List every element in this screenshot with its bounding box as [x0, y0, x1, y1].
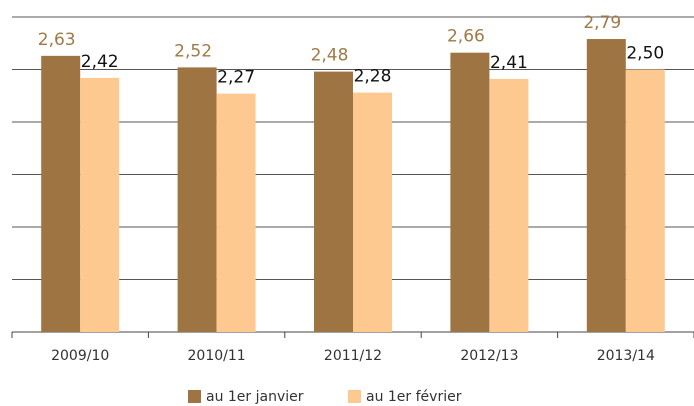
data-label: 2,66: [447, 27, 485, 47]
legend-swatch: [348, 390, 361, 403]
data-label: 2,50: [626, 44, 664, 64]
bar: [489, 78, 529, 332]
data-label: 2,27: [217, 68, 255, 88]
legend-label: au 1er janvier: [206, 389, 304, 405]
x-tick-label: 2012/13: [460, 348, 518, 364]
data-label: 2,79: [583, 13, 621, 33]
x-tick-label: 2013/14: [597, 348, 655, 364]
bar: [314, 71, 353, 332]
data-label: 2,63: [38, 30, 76, 50]
x-tick-label: 2011/12: [324, 348, 382, 364]
bar: [41, 55, 81, 332]
data-label: 2,52: [174, 41, 212, 61]
bar: [353, 92, 392, 332]
bar: [625, 69, 665, 332]
data-label: 2,28: [354, 67, 392, 87]
bar: [80, 77, 120, 333]
legend-swatch: [188, 390, 201, 403]
bar: [586, 39, 626, 333]
x-tick-label: 2009/10: [51, 348, 109, 364]
bar: [450, 52, 490, 332]
legend-label: au 1er février: [366, 389, 462, 405]
x-tick-label: 2010/11: [188, 348, 246, 364]
data-label: 2,42: [81, 52, 119, 72]
bar: [177, 67, 217, 333]
data-label: 2,48: [311, 46, 349, 66]
data-label: 2,41: [490, 53, 528, 73]
bar: [216, 93, 256, 333]
